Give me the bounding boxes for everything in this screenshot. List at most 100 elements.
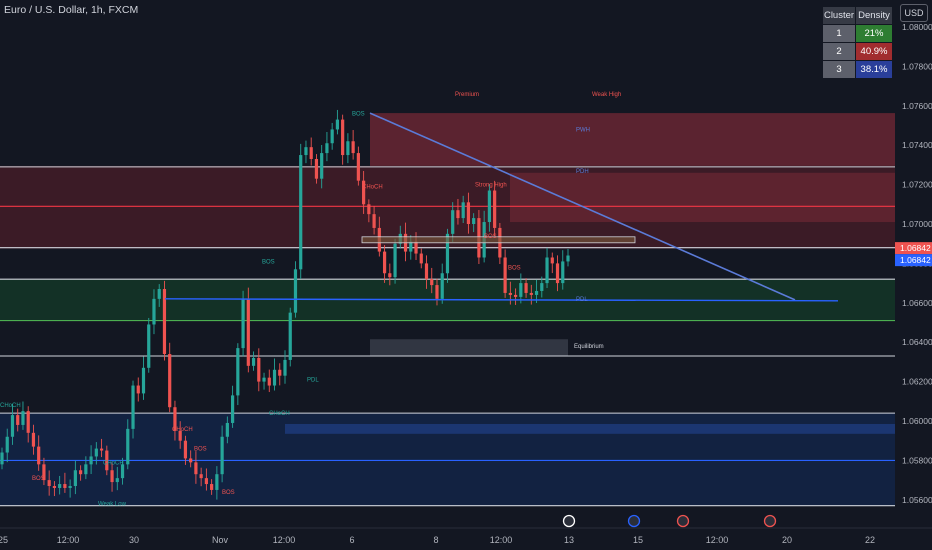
time-tick: 25 — [0, 535, 8, 545]
annotation-label: Weak High — [592, 92, 621, 98]
candle-body — [257, 357, 261, 382]
time-axis-bg — [0, 528, 932, 550]
candle-body — [451, 210, 455, 234]
candle-body — [566, 255, 570, 262]
candle-body — [152, 298, 156, 325]
candle-body — [215, 474, 219, 490]
candle-body — [424, 263, 429, 280]
candle-body — [47, 480, 51, 487]
candle-body — [362, 180, 366, 205]
time-axis: 25 12:00 30 Nov 12:00 6 8 12:00 13 15 12:00 20 22 — [0, 514, 932, 550]
candle-body — [435, 285, 439, 299]
candle-body — [409, 241, 413, 252]
candle-body — [126, 428, 130, 465]
candle-body — [382, 251, 387, 274]
annotation-label: BOS — [262, 259, 275, 265]
time-tick: 13 — [564, 535, 574, 545]
cluster-3: 3 — [822, 60, 856, 79]
candle-body — [220, 436, 224, 475]
annotation-label: PDL — [307, 378, 319, 384]
price-tick: 1.07400 — [902, 140, 932, 150]
candle-body — [288, 312, 292, 360]
candle-body — [262, 377, 266, 382]
annotation-label: CHoCH — [103, 460, 124, 466]
candle-body — [120, 464, 125, 479]
zone-box — [370, 339, 568, 356]
candle-body — [440, 273, 444, 299]
currency-button[interactable]: USD — [900, 4, 928, 22]
candle-body — [472, 218, 476, 224]
annotation-label: BOS — [194, 447, 207, 453]
price-tick: 1.05600 — [902, 495, 932, 505]
overlay: Premium Weak High PWH PDH PDL Equilibrium BOS C… — [0, 92, 839, 508]
candle-body — [356, 153, 360, 181]
candle-body — [210, 484, 214, 490]
time-tick: 30 — [129, 535, 139, 545]
annotation-label: CHoCH — [0, 403, 21, 409]
candle-body — [393, 243, 397, 278]
candle-body — [335, 119, 340, 130]
price-tick: 1.05800 — [902, 455, 932, 465]
candle-body — [540, 283, 544, 291]
candle-body — [351, 141, 355, 154]
trend-line — [164, 298, 839, 302]
price-tick: 1.06200 — [902, 377, 932, 387]
candle-body — [178, 430, 182, 441]
candle-body — [550, 257, 554, 264]
time-tick: 20 — [782, 535, 792, 545]
candle-body — [89, 456, 93, 465]
candle-body — [503, 257, 507, 293]
candle-body — [241, 298, 245, 349]
candle-body — [304, 147, 308, 156]
cluster-table: Cluster Density 1 21% 2 40.9% 3 38.1% — [822, 6, 893, 79]
annotation-label: BOS — [32, 476, 45, 482]
candle-body — [419, 253, 423, 264]
candle-body — [21, 411, 25, 425]
candle-body — [524, 283, 528, 293]
candle-body — [131, 385, 135, 429]
time-tick: 6 — [349, 535, 354, 545]
price-tick: 1.06000 — [902, 416, 932, 426]
time-tick: Nov — [212, 535, 229, 545]
annotation-label: BOS — [352, 112, 365, 118]
candle-body — [388, 273, 392, 278]
candle-body — [173, 407, 177, 431]
cluster-1: 1 — [822, 24, 856, 43]
event-icon — [562, 514, 576, 528]
annotation-label: Weak Low — [98, 502, 127, 508]
candle-body — [37, 446, 41, 465]
candle-body — [105, 450, 109, 471]
candle-body — [555, 263, 560, 284]
zone-box — [510, 172, 895, 223]
candle-body — [194, 462, 198, 475]
candle-body — [189, 458, 193, 463]
zone-box — [285, 423, 895, 434]
candle-body — [367, 204, 371, 215]
time-tick: 12:00 — [273, 535, 296, 545]
price-label-box — [895, 254, 932, 267]
time-tick: 12:00 — [57, 535, 80, 545]
candle-body — [466, 202, 471, 224]
candle-body — [94, 448, 98, 457]
candle-body — [513, 294, 518, 297]
candle-body — [236, 348, 240, 396]
annotation-label: PDL — [576, 297, 588, 303]
price-tick: 1.06600 — [902, 298, 932, 308]
candle-body — [341, 119, 345, 156]
candle-body — [251, 357, 256, 366]
event-icon — [763, 514, 777, 528]
candle-body — [346, 141, 350, 156]
candle-body — [63, 484, 67, 488]
levels — [0, 166, 895, 507]
candle-body — [68, 486, 72, 488]
candle-body — [183, 440, 188, 459]
annotation-label: PWH — [576, 127, 590, 133]
candle-body — [10, 415, 15, 437]
price-axis: 1.08000 1.07800 1.07600 1.07400 1.07200 1.070… — [895, 0, 932, 528]
candle-body — [204, 478, 208, 485]
candle-body — [529, 292, 533, 295]
candle-body — [372, 214, 376, 228]
candle-body — [330, 129, 334, 144]
time-tick: 12:00 — [706, 535, 729, 545]
